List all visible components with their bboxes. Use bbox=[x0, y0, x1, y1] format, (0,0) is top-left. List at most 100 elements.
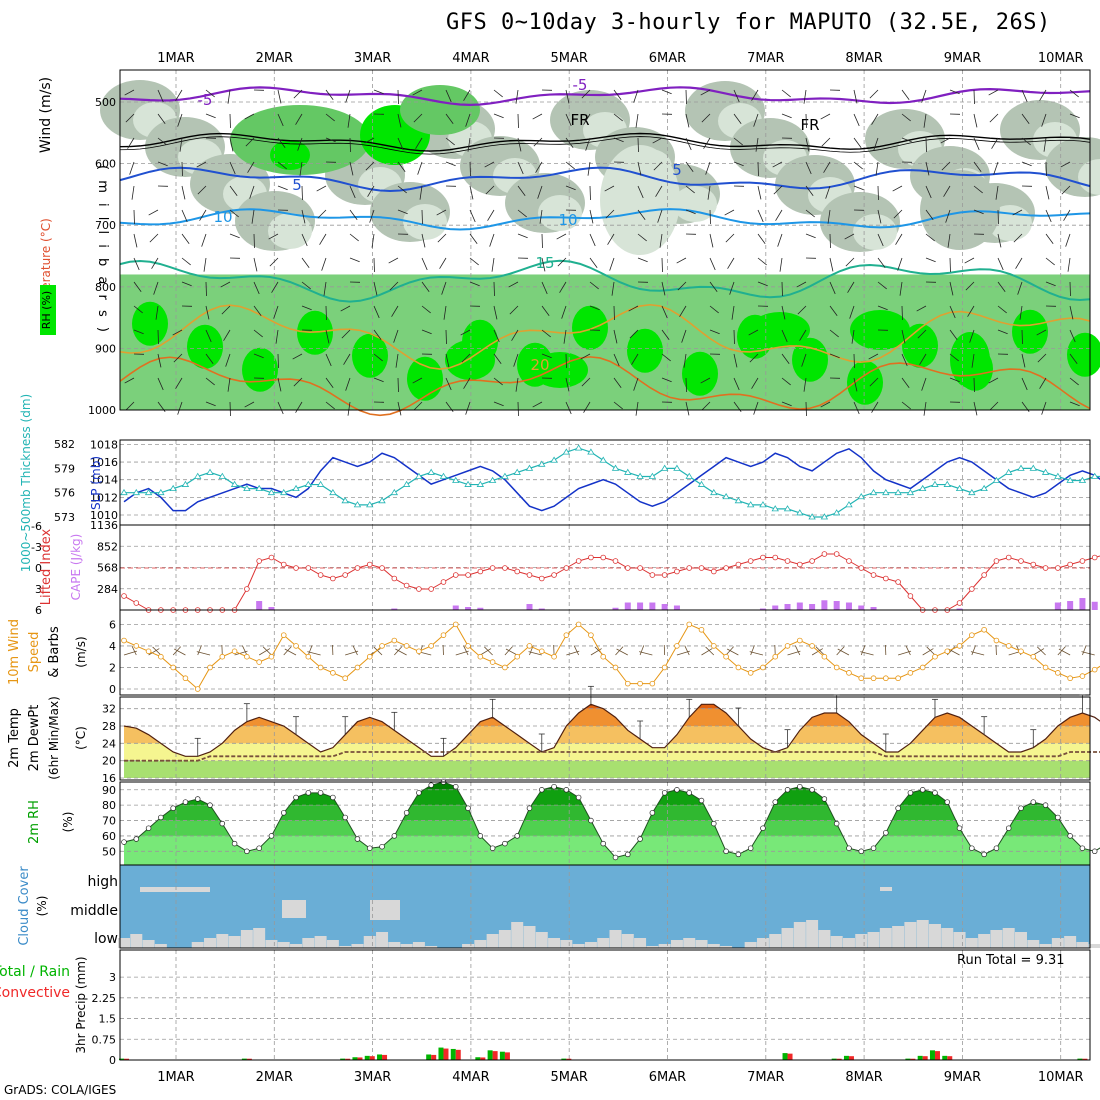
wind-speed-point bbox=[244, 653, 250, 660]
thickness-point bbox=[1091, 472, 1099, 479]
isotherm-freezing bbox=[119, 132, 1091, 152]
cloud-low-bar bbox=[781, 928, 794, 948]
wind-barb bbox=[181, 257, 191, 266]
wind-barb bbox=[1036, 329, 1047, 336]
wind-barb bbox=[796, 281, 807, 288]
wind-barb bbox=[799, 329, 807, 341]
thickness-tick-label: 582 bbox=[54, 438, 75, 451]
precip-total-bar bbox=[364, 1055, 370, 1060]
cloud-units-label: (%) bbox=[35, 896, 49, 917]
rh-label: RH (%) bbox=[40, 291, 53, 329]
lifted-index-point bbox=[452, 572, 459, 578]
precip-conv-bar bbox=[934, 1051, 940, 1060]
wind-barb bbox=[757, 209, 764, 223]
wind-barb bbox=[943, 185, 951, 197]
precip-total-bar bbox=[119, 1058, 124, 1060]
lifted-index-label: Lifted Index bbox=[39, 528, 54, 605]
cloud-low-bar bbox=[363, 936, 376, 948]
precip-label-1: Total / Rain bbox=[0, 964, 70, 980]
precip-total-bar bbox=[499, 1051, 505, 1060]
rh-point bbox=[711, 820, 717, 827]
wind-barb bbox=[583, 113, 591, 125]
wind-barb bbox=[901, 377, 910, 388]
wind-barb bbox=[465, 113, 471, 127]
wind-speed-point bbox=[1005, 643, 1012, 649]
rh-point bbox=[932, 790, 938, 796]
wind-speed-point bbox=[624, 680, 631, 687]
wind-barb bbox=[323, 281, 327, 296]
rh-point bbox=[674, 787, 680, 793]
thickness-point bbox=[894, 488, 902, 496]
wind-barb bbox=[685, 209, 696, 215]
wind-barb bbox=[825, 185, 831, 199]
wind-barb bbox=[637, 161, 642, 176]
wind-barb bbox=[709, 305, 719, 314]
cape-bar bbox=[1067, 601, 1074, 610]
surface-wind-barbs bbox=[123, 644, 1095, 656]
date-label-top: 3MAR bbox=[354, 51, 391, 66]
thickness-point bbox=[157, 488, 165, 496]
lifted-index-point bbox=[526, 572, 533, 578]
thickness-point bbox=[316, 480, 325, 487]
wind-barb bbox=[589, 281, 599, 290]
wind-barb bbox=[205, 113, 216, 119]
wind-barb bbox=[709, 233, 714, 248]
lifted-index-point bbox=[870, 572, 877, 578]
wind-barb bbox=[611, 281, 615, 296]
wind-barb bbox=[949, 281, 954, 296]
rh-point bbox=[133, 836, 140, 842]
rh-point bbox=[194, 796, 201, 802]
thickness-point bbox=[501, 472, 509, 479]
rh-blob bbox=[132, 301, 168, 346]
thickness-point bbox=[538, 460, 546, 467]
cloud-low-bar bbox=[584, 942, 597, 948]
wind-barb bbox=[205, 353, 214, 364]
lifted-index-point bbox=[956, 600, 963, 606]
wind-barb bbox=[995, 185, 999, 200]
wind-barb bbox=[445, 353, 450, 368]
wind-barb bbox=[989, 113, 999, 123]
cape-bar bbox=[673, 605, 680, 610]
wind-barb bbox=[849, 305, 855, 319]
wind-speed-point bbox=[133, 643, 140, 649]
precip-total-bar bbox=[843, 1055, 849, 1060]
wind-barb bbox=[969, 329, 975, 343]
wind-barb bbox=[639, 651, 653, 656]
wind-barb bbox=[1065, 233, 1071, 247]
cloud-low-bar bbox=[1039, 944, 1052, 948]
wind-barb bbox=[726, 648, 739, 656]
wind-barb bbox=[221, 305, 231, 315]
cloud-low-bar bbox=[216, 934, 229, 948]
wind-barb bbox=[413, 113, 423, 123]
thickness-point bbox=[120, 488, 128, 496]
wind-barb bbox=[493, 113, 504, 119]
wind-barb bbox=[397, 161, 406, 172]
wind-barb bbox=[268, 233, 279, 240]
rh-blob bbox=[400, 85, 480, 135]
wind-barb bbox=[369, 209, 375, 223]
rh-blob bbox=[407, 356, 443, 401]
wind-tick-label: 6 bbox=[109, 618, 116, 631]
precip-conv-bar bbox=[922, 1056, 928, 1060]
rh-point bbox=[1067, 833, 1073, 839]
wind-barb bbox=[469, 185, 474, 200]
wind-barb bbox=[177, 401, 183, 415]
precip-units-label: 3hr Precip (mm) bbox=[74, 956, 88, 1053]
wind-speed-point bbox=[280, 632, 287, 638]
thickness-point bbox=[353, 501, 362, 508]
rh-blob bbox=[297, 310, 333, 355]
wind-barb bbox=[340, 305, 351, 312]
wind-barb bbox=[733, 353, 738, 368]
isotherm-minus5 bbox=[119, 86, 1091, 106]
wind-barb bbox=[635, 401, 639, 416]
wind-barb bbox=[613, 353, 620, 367]
wind-speed-point bbox=[403, 643, 410, 649]
cloud-low-bar bbox=[412, 942, 425, 948]
wind-barb bbox=[794, 645, 801, 656]
thickness-point bbox=[243, 484, 251, 492]
wind-barb bbox=[653, 161, 663, 171]
rh-point bbox=[735, 851, 742, 858]
wind-barb bbox=[347, 113, 351, 128]
precip-conv-bar bbox=[431, 1054, 437, 1060]
wind-barb bbox=[1021, 137, 1031, 146]
